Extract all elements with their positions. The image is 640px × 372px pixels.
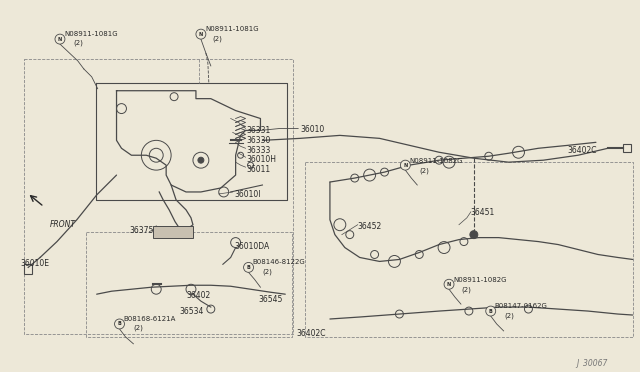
Text: 36011: 36011	[246, 165, 271, 174]
Text: 36333: 36333	[246, 146, 271, 155]
Text: 36402C: 36402C	[296, 329, 326, 338]
Text: N: N	[447, 282, 451, 287]
Text: (2): (2)	[262, 268, 272, 275]
Text: (2): (2)	[419, 167, 429, 174]
Text: N08911-1081G: N08911-1081G	[64, 31, 118, 37]
Text: 36451: 36451	[471, 208, 495, 217]
Circle shape	[444, 279, 454, 289]
Text: 36375: 36375	[129, 226, 154, 235]
Circle shape	[401, 160, 410, 170]
Text: B08146-8122G: B08146-8122G	[253, 259, 305, 266]
Text: N08911-1082G: N08911-1082G	[453, 277, 506, 283]
Text: 36010DA: 36010DA	[235, 241, 270, 251]
Text: N08911-1082G: N08911-1082G	[410, 158, 463, 164]
Text: 36534: 36534	[179, 307, 204, 316]
Text: 36331: 36331	[246, 126, 271, 135]
FancyBboxPatch shape	[153, 226, 193, 238]
Text: (2): (2)	[213, 35, 223, 42]
Text: B08147-0162G: B08147-0162G	[495, 303, 548, 309]
Text: N: N	[403, 163, 408, 168]
Circle shape	[115, 319, 124, 329]
Text: (2): (2)	[133, 325, 143, 331]
Text: B08168-6121A: B08168-6121A	[124, 316, 176, 322]
Text: 36330: 36330	[246, 137, 271, 145]
Text: FRONT: FRONT	[50, 220, 76, 229]
Circle shape	[486, 306, 495, 316]
Text: 36010I: 36010I	[235, 190, 261, 199]
Text: J  30067: J 30067	[576, 359, 607, 368]
Text: 36402: 36402	[186, 291, 211, 300]
Circle shape	[198, 157, 204, 163]
Circle shape	[470, 231, 478, 238]
Text: 36402C: 36402C	[567, 146, 596, 155]
Circle shape	[55, 34, 65, 44]
Text: 36010E: 36010E	[20, 259, 49, 269]
Circle shape	[244, 262, 253, 272]
Text: B: B	[246, 265, 250, 270]
Text: (2): (2)	[504, 312, 515, 318]
Text: N: N	[199, 32, 203, 37]
Text: B: B	[118, 321, 122, 327]
Text: B: B	[489, 308, 493, 314]
Text: 36010: 36010	[300, 125, 324, 134]
Text: (2): (2)	[461, 286, 471, 293]
Circle shape	[196, 29, 206, 39]
Text: 36452: 36452	[358, 222, 382, 231]
Text: (2): (2)	[74, 39, 84, 46]
Text: N08911-1081G: N08911-1081G	[206, 26, 259, 32]
Text: N: N	[58, 36, 62, 42]
Text: 36545: 36545	[259, 295, 283, 304]
Text: 36010H: 36010H	[246, 155, 276, 164]
